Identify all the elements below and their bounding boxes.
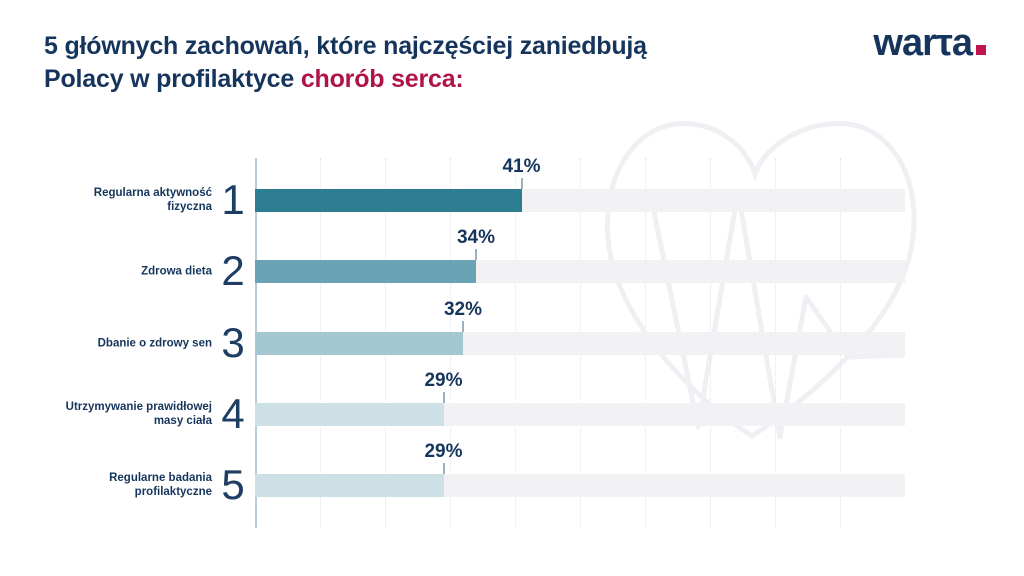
value-label: 41% xyxy=(502,156,541,177)
bar-track: 34% xyxy=(255,227,905,283)
bar-track: 29% xyxy=(255,441,905,497)
bar xyxy=(255,403,444,426)
page-title-line2-accent: chorób serca: xyxy=(300,64,464,93)
chart-row-4: Utrzymywanie prawidłowej masy ciała 4 29… xyxy=(0,370,1024,437)
bar xyxy=(255,260,476,283)
value-tick xyxy=(442,463,445,474)
heart-ekg-watermark xyxy=(605,121,917,440)
bar xyxy=(255,332,463,355)
bar-track: 41% xyxy=(255,156,905,212)
value-label: 29% xyxy=(424,370,463,391)
category-label: Regularna aktywność fizyczna xyxy=(93,186,212,214)
category-label: Zdrowa dieta xyxy=(141,265,212,278)
bar-track: 32% xyxy=(255,299,905,355)
chart-row-3: Dbanie o zdrowy sen 3 32% xyxy=(0,299,1024,366)
chart-row-2: Zdrowa dieta 2 34% xyxy=(0,227,1024,294)
chart-row-1: Regularna aktywność fizyczna 1 41% xyxy=(0,156,1024,223)
value-label: 32% xyxy=(443,299,483,320)
bar xyxy=(255,474,444,497)
value-tick xyxy=(475,249,477,260)
rank-number: 5 xyxy=(221,460,245,508)
rank-number: 2 xyxy=(221,246,245,294)
warta-logo: war τ a xyxy=(873,22,986,65)
page-title-line1: 5 głównych zachowań, które najczęściej z… xyxy=(44,32,647,60)
logo-tau-glyph: τ xyxy=(935,22,953,64)
bar-track: 29% xyxy=(255,370,905,426)
rank-number: 3 xyxy=(221,318,245,366)
logo-dot-icon xyxy=(976,45,986,55)
bar xyxy=(255,189,522,212)
value-tick xyxy=(462,321,464,332)
page-title-line2: Polacy w profilaktyce chorób serca: xyxy=(44,63,647,96)
rank-number: 1 xyxy=(221,175,245,223)
page-title: 5 głównych zachowań, które najczęściej z… xyxy=(44,30,647,95)
value-label: 29% xyxy=(424,441,463,462)
chart-row-5: Regularne badania profilaktyczne 5 29% xyxy=(0,441,1024,508)
value-tick xyxy=(442,392,445,403)
value-tick xyxy=(520,178,523,189)
value-label: 34% xyxy=(456,227,496,248)
category-label: Utrzymywanie prawidłowej masy ciała xyxy=(65,400,212,428)
category-label: Regularne badania profilaktyczne xyxy=(109,471,212,499)
rank-number: 4 xyxy=(221,389,245,437)
logo-text-end: a xyxy=(951,22,973,64)
category-label: Dbanie o zdrowy sen xyxy=(97,337,212,350)
page-title-line2-normal: Polacy w profilaktyce xyxy=(44,64,301,93)
logo-text: war xyxy=(873,22,936,64)
